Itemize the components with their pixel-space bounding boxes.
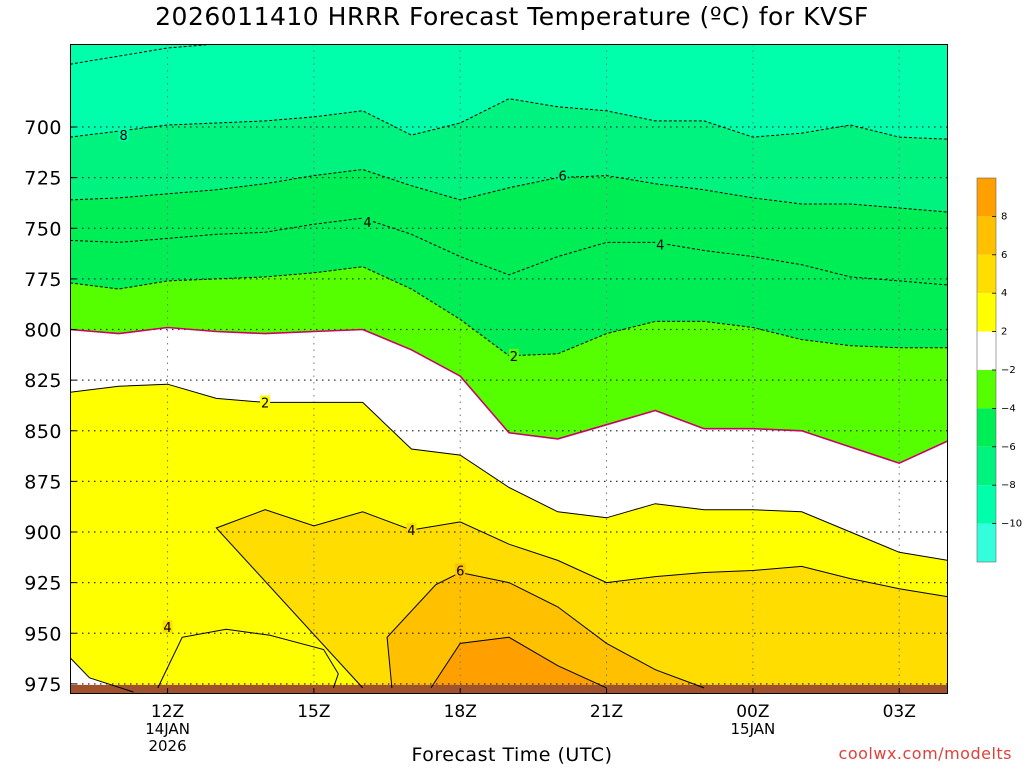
colorbar-label-8: −10 bbox=[1001, 519, 1022, 530]
contour-line-2-6 bbox=[70, 383, 948, 561]
y-tick-label-875: 875 bbox=[24, 471, 62, 493]
x-tick-label-15-0: 15Z bbox=[297, 702, 330, 722]
colorbar-band-7 bbox=[977, 446, 996, 486]
contour-line-minus4-3 bbox=[70, 217, 948, 286]
colorbar-band-8 bbox=[977, 485, 996, 524]
contour-line-minus6-1 bbox=[70, 98, 948, 140]
colorbar-band-1 bbox=[977, 216, 996, 255]
axis-layer: 70072575077580082585087590092595097512Z1… bbox=[24, 117, 916, 755]
contour-line-4-8 bbox=[215, 509, 948, 689]
contour-label-5: 2 bbox=[510, 350, 518, 365]
contour-line-minus2-5 bbox=[70, 326, 948, 465]
fill-inner-2-to-4 bbox=[157, 629, 339, 688]
y-tick-label-950: 950 bbox=[24, 623, 62, 645]
colorbar-label-2: 4 bbox=[1001, 288, 1007, 299]
contour-label-bg-6 bbox=[260, 395, 271, 409]
colorbar-band-4 bbox=[977, 331, 996, 370]
y-tick-label-925: 925 bbox=[24, 573, 62, 595]
colorbar-band-3 bbox=[977, 293, 996, 332]
colorbar-label-3: 2 bbox=[1001, 327, 1007, 338]
colorbar-label-7: −8 bbox=[1001, 480, 1016, 491]
contour-label-bg-8 bbox=[162, 620, 173, 634]
contour-label-bg-4 bbox=[655, 237, 666, 251]
colorbar: 8 6 4 2 −2 −4 −6 −8 −10 bbox=[976, 177, 1022, 563]
contour-line-4-9 bbox=[157, 628, 339, 689]
colorbar-band-5 bbox=[977, 370, 996, 409]
chart-title: 2026011410 HRRR Forecast Temperature (ºC… bbox=[155, 2, 869, 31]
contour-label-0: 8 bbox=[120, 129, 128, 144]
x-tick-label-24-1: 15JAN bbox=[731, 720, 776, 738]
x-tick-label-12-2: 2026 bbox=[148, 737, 186, 755]
contour-label-bg-3 bbox=[362, 215, 373, 229]
y-tick-label-700: 700 bbox=[24, 117, 62, 139]
contour-label-bg-10 bbox=[455, 563, 466, 577]
y-tick-label-850: 850 bbox=[24, 421, 62, 443]
contour-label-bg-7 bbox=[406, 522, 417, 536]
contour-line-8-11 bbox=[430, 636, 607, 689]
contour-line-6-10 bbox=[386, 571, 705, 689]
contour-label-layer: 8 6 4 4 2 2 4 4 6 bbox=[118, 128, 666, 636]
fill-minus8-to-minus10 bbox=[70, 44, 948, 140]
colorbar-label-5: −4 bbox=[1001, 403, 1016, 414]
colorbar-label-4: −2 bbox=[1001, 365, 1016, 376]
y-tick-label-725: 725 bbox=[24, 168, 62, 190]
colorbar-band-2 bbox=[977, 254, 996, 294]
y-tick-label-900: 900 bbox=[24, 522, 62, 544]
fill-8-plus bbox=[431, 637, 607, 694]
x-axis-label: Forecast Time (UTC) bbox=[411, 744, 613, 766]
colorbar-label-0: 8 bbox=[1001, 211, 1007, 222]
contour-label-3: 4 bbox=[363, 216, 371, 231]
contour-label-2: 6 bbox=[559, 170, 567, 185]
colorbar-label-6: −6 bbox=[1001, 442, 1016, 453]
colorbar-band-9 bbox=[977, 523, 996, 562]
x-tick-label-24-0: 00Z bbox=[736, 702, 769, 722]
contour-label-4: 4 bbox=[656, 238, 664, 253]
y-tick-label-800: 800 bbox=[24, 320, 62, 342]
colorbar-band-6 bbox=[977, 408, 996, 447]
y-tick-label-750: 750 bbox=[24, 218, 62, 240]
colorbar-band-0 bbox=[977, 178, 996, 217]
x-tick-label-27-0: 03Z bbox=[883, 702, 916, 722]
contour-label-10: 6 bbox=[456, 564, 464, 579]
site-watermark: coolwx.com/modelts bbox=[838, 744, 1012, 763]
colorbar-label-1: 6 bbox=[1001, 250, 1007, 261]
contour-label-6: 2 bbox=[261, 396, 269, 411]
x-tick-label-12-0: 12Z bbox=[151, 702, 184, 722]
contour-line-minus6-2 bbox=[70, 168, 948, 213]
ground-bar bbox=[70, 684, 948, 694]
contour-label-7: 4 bbox=[407, 524, 415, 539]
contour-label-bg-2 bbox=[557, 168, 568, 182]
temperature-fill-layer bbox=[70, 44, 948, 694]
y-tick-label-825: 825 bbox=[24, 370, 62, 392]
x-tick-label-21-0: 21Z bbox=[590, 702, 623, 722]
x-tick-label-18-0: 18Z bbox=[444, 702, 477, 722]
y-tick-label-775: 775 bbox=[24, 269, 62, 291]
contour-label-bg-5 bbox=[508, 348, 519, 362]
contour-label-8: 4 bbox=[163, 621, 171, 636]
contour-line-4-7 bbox=[70, 613, 134, 693]
contour-label-bg-0 bbox=[118, 128, 129, 142]
x-tick-label-12-1: 14JAN bbox=[145, 720, 190, 738]
y-tick-label-975: 975 bbox=[24, 674, 62, 696]
